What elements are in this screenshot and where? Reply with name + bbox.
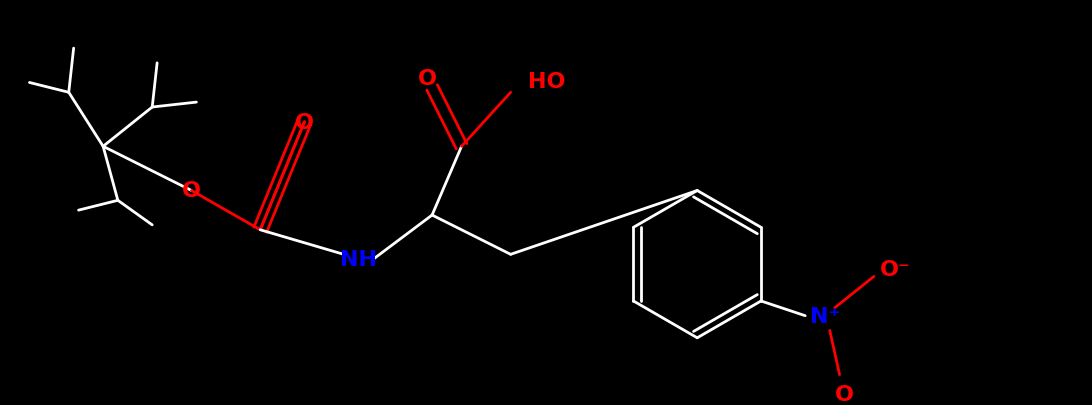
Text: O: O: [835, 384, 854, 404]
Text: O: O: [295, 113, 313, 132]
Text: O⁻: O⁻: [880, 259, 911, 279]
Text: O: O: [417, 68, 437, 88]
Text: NH: NH: [340, 249, 377, 270]
Text: N⁺: N⁺: [809, 306, 840, 326]
Text: HO: HO: [529, 71, 566, 91]
Text: O: O: [182, 181, 201, 201]
